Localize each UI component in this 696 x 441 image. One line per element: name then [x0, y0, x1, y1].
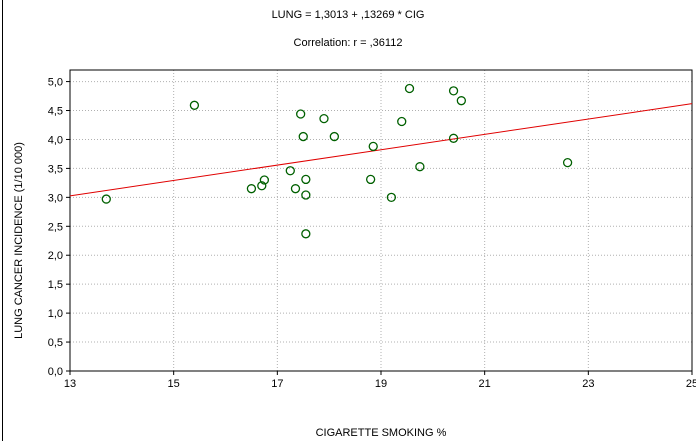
x-axis-title: CIGARETTE SMOKING %: [316, 427, 447, 439]
data-point: [448, 86, 459, 96]
regression-line: [69, 103, 693, 197]
y-tick-label: 4,5: [48, 106, 63, 118]
data-point: [301, 174, 311, 185]
x-axis-ticks: 13 15 17 19 21 23 25: [64, 371, 696, 390]
y-tick-label: 2,5: [48, 221, 63, 233]
x-tick-label: 17: [271, 378, 283, 390]
data-point: [329, 131, 340, 142]
chart-title: LUNG = 1,3013 + ,13269 * CIG: [271, 9, 425, 21]
y-tick-label: 3,5: [48, 163, 63, 175]
data-point: [301, 229, 311, 239]
data-point: [397, 116, 407, 127]
data-point: [285, 166, 295, 176]
x-tick-label: 15: [168, 378, 180, 390]
y-tick-label: 4,0: [48, 134, 63, 146]
y-tick-label: 0,5: [48, 337, 63, 349]
left-border-line: [2, 0, 3, 441]
y-axis-title: LUNG CANCER INCIDENCE (1/10 000): [13, 142, 25, 339]
data-point: [562, 157, 573, 168]
data-point: [189, 100, 200, 110]
y-tick-label: 0,0: [48, 366, 63, 378]
data-point: [257, 181, 267, 191]
y-tick-label: 2,0: [48, 250, 63, 262]
y-tick-label: 1,0: [48, 308, 63, 320]
data-point: [456, 96, 466, 106]
data-point: [404, 83, 415, 94]
y-axis-ticks: 0,0 0,5 1,0 1,5 2,0 2,5 3,0 3,5 4,0 4,5 5,0: [48, 77, 70, 378]
x-tick-label: 23: [582, 378, 594, 390]
data-point: [365, 174, 376, 185]
data-point: [301, 190, 311, 200]
data-point: [246, 184, 257, 194]
data-point: [319, 113, 329, 124]
x-tick-label: 13: [64, 378, 76, 390]
data-point: [386, 192, 397, 202]
x-tick-label: 19: [375, 378, 387, 390]
regression-line-group: [69, 103, 693, 197]
data-point: [290, 184, 301, 194]
data-point: [259, 175, 270, 185]
x-tick-label: 25: [686, 378, 696, 390]
data-point: [296, 109, 306, 119]
data-point: [101, 194, 111, 204]
data-point: [448, 133, 459, 143]
y-tick-label: 3,0: [48, 192, 63, 204]
y-tick-label: 5,0: [48, 77, 63, 89]
data-point: [415, 162, 425, 172]
data-points: [101, 83, 573, 239]
chart-subtitle: Correlation: r = ,36112: [293, 37, 403, 49]
data-point: [298, 131, 308, 142]
data-point: [368, 141, 378, 152]
x-tick-label: 21: [479, 378, 491, 390]
y-tick-label: 1,5: [48, 279, 63, 291]
gridlines: [70, 70, 692, 371]
